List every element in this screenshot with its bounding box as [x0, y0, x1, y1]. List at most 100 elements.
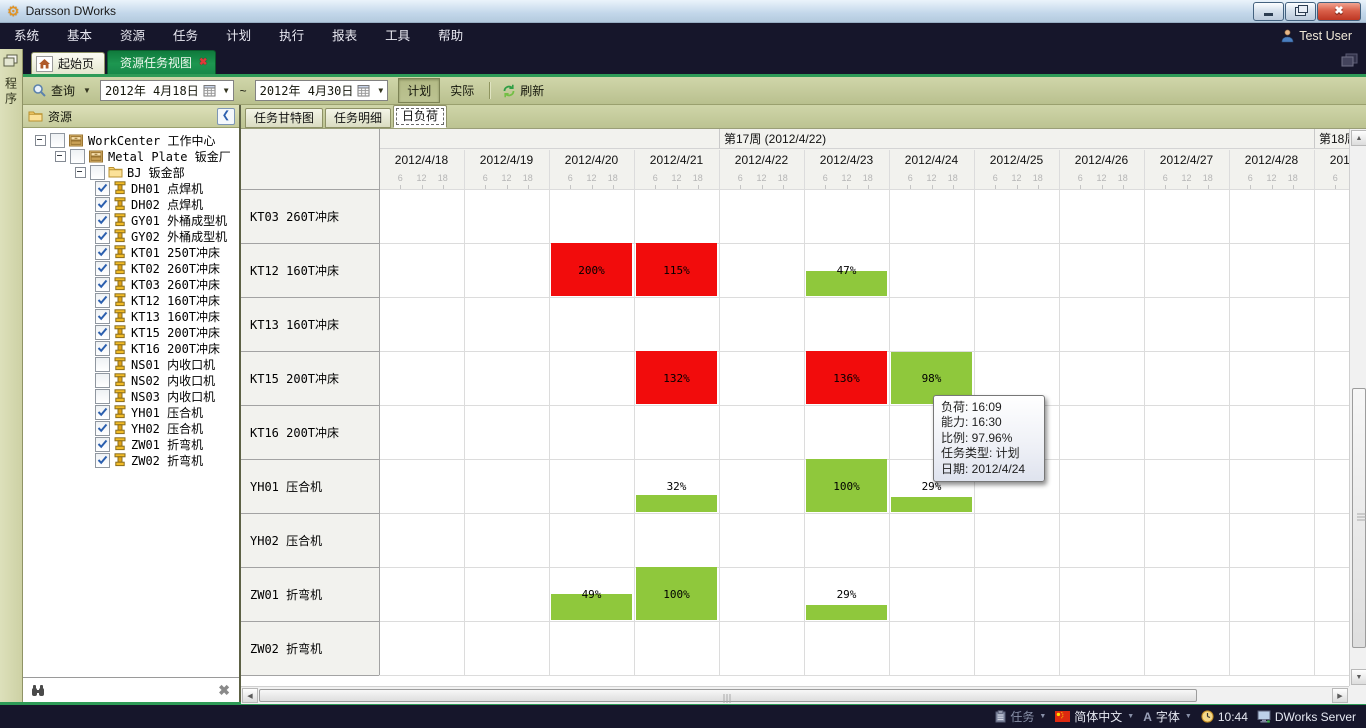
load-bar[interactable]	[636, 243, 717, 296]
tree-expander-icon[interactable]	[35, 134, 46, 146]
view-tab-任务甘特图[interactable]: 任务甘特图	[245, 108, 324, 128]
tab-close-icon[interactable]: ✖	[199, 56, 208, 68]
query-button[interactable]: 查询 ▼	[28, 80, 95, 101]
tree-node[interactable]: KT01 250T冲床	[23, 244, 239, 260]
load-bar[interactable]	[891, 497, 972, 512]
program-dock-tab[interactable]: 程序	[3, 77, 18, 107]
tree-checkbox[interactable]	[95, 420, 110, 436]
tree-node[interactable]: DH01 点焊机	[23, 180, 239, 196]
tree-node[interactable]: GY02 外桶成型机	[23, 228, 239, 244]
tree-checkbox[interactable]	[95, 388, 110, 404]
tree-checkbox[interactable]	[70, 148, 85, 164]
tree-checkbox[interactable]	[95, 180, 110, 196]
status-task-dropdown[interactable]: 任务 ▼	[995, 708, 1046, 725]
tab-start-page[interactable]: 起始页	[31, 52, 106, 74]
menu-item-资源[interactable]: 资源	[120, 29, 146, 43]
tree-checkbox[interactable]	[95, 404, 110, 420]
load-bar[interactable]	[636, 567, 717, 620]
tree-node[interactable]: GY01 外桶成型机	[23, 212, 239, 228]
tree-node[interactable]: KT12 160T冲床	[23, 292, 239, 308]
view-tab-任务明细[interactable]: 任务明细	[325, 108, 392, 128]
load-bar[interactable]	[636, 351, 717, 404]
tree-node[interactable]: NS02 内收口机	[23, 372, 239, 388]
tree-node[interactable]: KT03 260T冲床	[23, 276, 239, 292]
tree-checkbox[interactable]	[95, 356, 110, 372]
menu-item-报表[interactable]: 报表	[332, 29, 358, 43]
status-language-dropdown[interactable]: 简体中文 ▼	[1055, 708, 1134, 725]
scroll-left-button[interactable]: ◀	[242, 688, 258, 703]
tree-checkbox[interactable]	[95, 228, 110, 244]
load-bar[interactable]	[636, 495, 717, 512]
actual-button[interactable]: 实际	[442, 79, 482, 102]
menu-item-工具[interactable]: 工具	[385, 29, 411, 43]
tree-node[interactable]: BJ 钣金部	[23, 164, 239, 180]
tree-expander-icon[interactable]	[55, 150, 66, 162]
tree-checkbox[interactable]	[95, 452, 110, 468]
plan-toggle-button[interactable]: 计划	[398, 78, 441, 103]
tab-resource-task-view[interactable]: 资源任务视图 ✖	[107, 50, 217, 74]
query-caret-icon[interactable]: ▼	[83, 86, 91, 95]
restore-button[interactable]	[1285, 2, 1316, 21]
tree-checkbox[interactable]	[95, 340, 110, 356]
tree-checkbox[interactable]	[90, 164, 105, 180]
horizontal-scroll-thumb[interactable]	[259, 689, 1197, 703]
panel-splitter[interactable]	[239, 105, 241, 702]
view-tab-日负荷[interactable]: 日负荷	[393, 105, 448, 128]
binoculars-icon[interactable]	[31, 684, 45, 697]
tree-checkbox[interactable]	[95, 324, 110, 340]
collapse-panel-button[interactable]: ❮	[217, 108, 235, 125]
load-bar[interactable]	[806, 351, 887, 404]
tree-node[interactable]: KT13 160T冲床	[23, 308, 239, 324]
tree-checkbox[interactable]	[95, 436, 110, 452]
tree-checkbox[interactable]	[95, 308, 110, 324]
load-bar[interactable]	[551, 243, 632, 296]
tree-node[interactable]: NS03 内收口机	[23, 388, 239, 404]
tree-node[interactable]: Metal Plate 钣金厂	[23, 148, 239, 164]
tree-expander-icon[interactable]	[75, 166, 86, 178]
menu-item-任务[interactable]: 任务	[173, 29, 199, 43]
vertical-scroll-thumb[interactable]	[1352, 388, 1366, 648]
scroll-up-button[interactable]: ▲	[1351, 130, 1366, 146]
tree-checkbox[interactable]	[95, 196, 110, 212]
tree-checkbox[interactable]	[95, 292, 110, 308]
user-area[interactable]: Test User	[1281, 29, 1352, 43]
date-from-caret-icon[interactable]: ▼	[223, 86, 229, 95]
load-bar[interactable]	[806, 271, 887, 296]
load-bar[interactable]	[806, 605, 887, 620]
date-to-caret-icon[interactable]: ▼	[378, 86, 384, 95]
tree-node[interactable]: DH02 点焊机	[23, 196, 239, 212]
close-button[interactable]: ✖	[1317, 2, 1361, 21]
tree-node[interactable]: ZW02 折弯机	[23, 452, 239, 468]
date-to-field[interactable]: 2012年 4月30日 ▼	[254, 80, 389, 101]
clear-search-icon[interactable]: ✖	[218, 682, 230, 698]
tree-checkbox[interactable]	[50, 132, 65, 148]
load-bar[interactable]	[806, 459, 887, 512]
horizontal-scrollbar[interactable]: ◀ ▶	[241, 686, 1349, 704]
tree-node[interactable]: YH01 压合机	[23, 404, 239, 420]
tree-checkbox[interactable]	[95, 276, 110, 292]
tree-node[interactable]: WorkCenter 工作中心	[23, 132, 239, 148]
menu-item-计划[interactable]: 计划	[226, 29, 252, 43]
scroll-down-button[interactable]: ▼	[1351, 669, 1366, 685]
tree-node[interactable]: KT16 200T冲床	[23, 340, 239, 356]
panels-icon[interactable]	[3, 54, 19, 68]
refresh-button[interactable]: 刷新	[498, 80, 548, 101]
tree-checkbox[interactable]	[95, 260, 110, 276]
tree-checkbox[interactable]	[95, 212, 110, 228]
minimize-button[interactable]	[1253, 2, 1284, 21]
menu-item-帮助[interactable]: 帮助	[438, 29, 464, 43]
vertical-scrollbar[interactable]: ▲ ▼	[1349, 129, 1366, 686]
tree-node[interactable]: KT02 260T冲床	[23, 260, 239, 276]
tree-node[interactable]: NS01 内收口机	[23, 356, 239, 372]
menu-item-执行[interactable]: 执行	[279, 29, 305, 43]
menu-item-基本[interactable]: 基本	[67, 29, 93, 43]
tab-windows-icon[interactable]	[1341, 53, 1358, 68]
date-from-field[interactable]: 2012年 4月18日 ▼	[99, 80, 234, 101]
tree-node[interactable]: KT15 200T冲床	[23, 324, 239, 340]
tree-checkbox[interactable]	[95, 372, 110, 388]
tree-checkbox[interactable]	[95, 244, 110, 260]
scroll-right-button[interactable]: ▶	[1332, 688, 1348, 703]
menu-item-系统[interactable]: 系统	[14, 29, 40, 43]
tree-node[interactable]: ZW01 折弯机	[23, 436, 239, 452]
tree-node[interactable]: YH02 压合机	[23, 420, 239, 436]
